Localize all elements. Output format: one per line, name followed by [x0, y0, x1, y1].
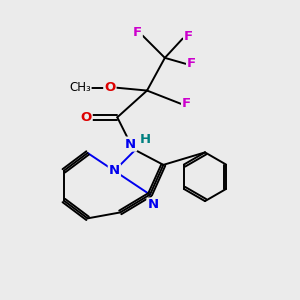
Text: O: O [80, 111, 92, 124]
Text: F: F [187, 57, 196, 70]
Text: H: H [140, 133, 151, 146]
Text: F: F [184, 30, 193, 43]
Text: N: N [125, 138, 136, 151]
Text: CH₃: CH₃ [69, 81, 91, 94]
Text: F: F [182, 98, 191, 110]
Text: O: O [104, 81, 116, 94]
Text: N: N [109, 164, 120, 177]
Text: F: F [133, 26, 142, 39]
Text: N: N [147, 199, 158, 212]
